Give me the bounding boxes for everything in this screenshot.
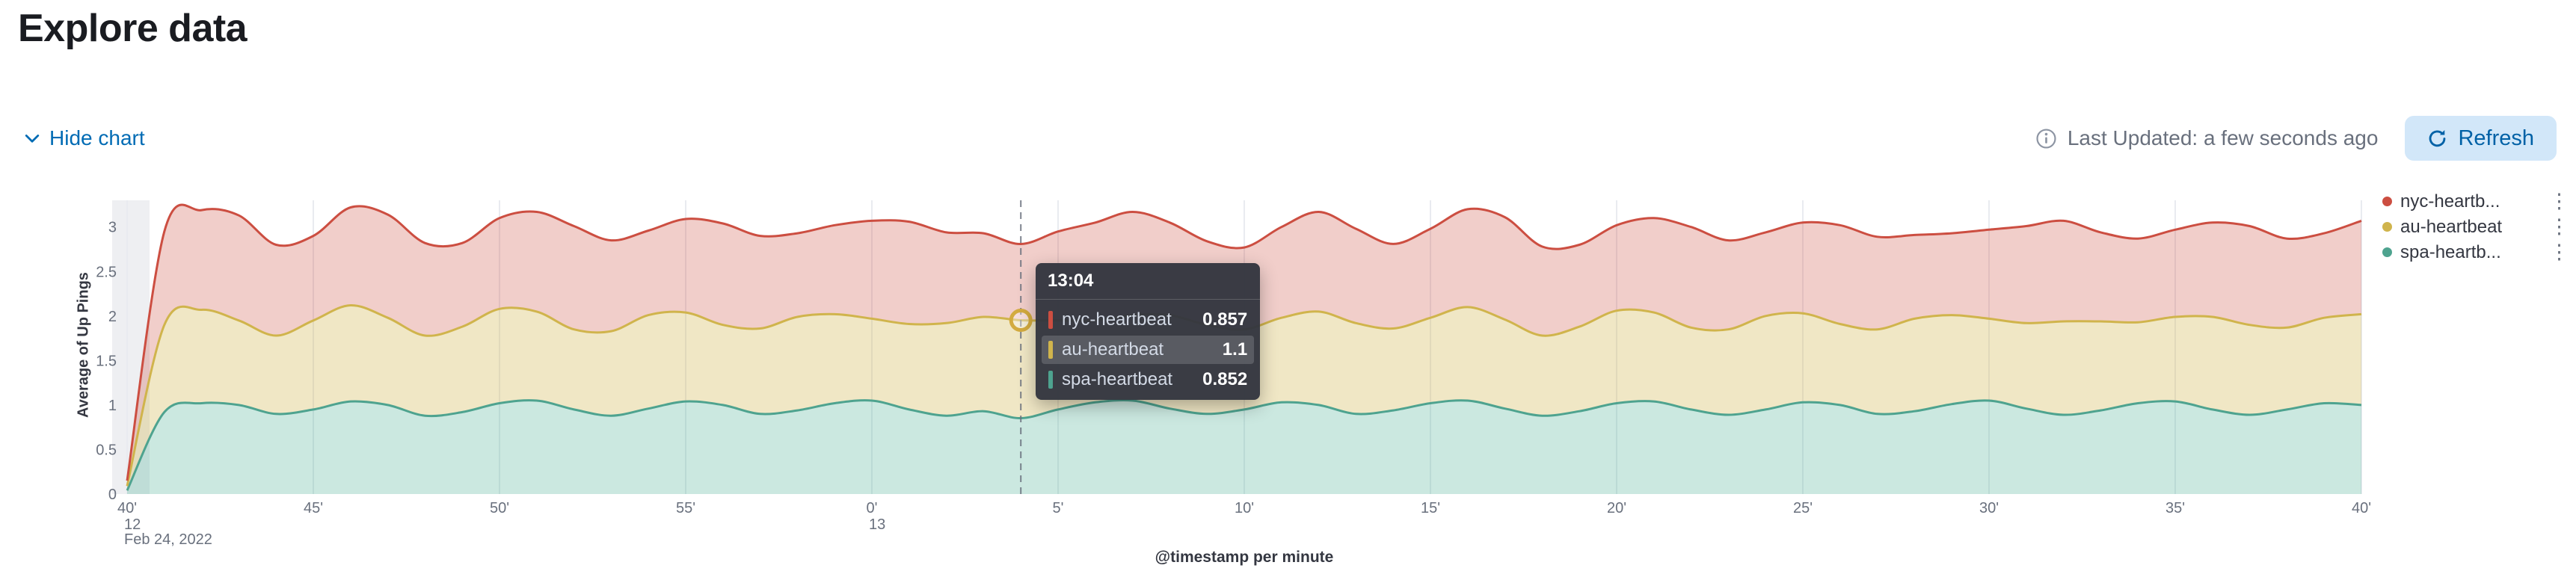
series-color-swatch <box>1048 371 1053 389</box>
svg-text:1: 1 <box>108 398 117 414</box>
svg-text:0.5: 0.5 <box>96 442 117 458</box>
legend-label: nyc-heartb... <box>2400 191 2500 212</box>
svg-text:45': 45' <box>304 500 323 516</box>
tooltip-series-value: 0.852 <box>1202 369 1248 389</box>
last-updated-text: Last Updated: a few seconds ago <box>2067 126 2379 149</box>
legend-label: spa-heartb... <box>2400 241 2501 262</box>
legend-actions-icon[interactable]: ⋮ <box>2546 242 2572 262</box>
svg-text:0: 0 <box>108 487 117 503</box>
svg-text:Feb 24, 2022: Feb 24, 2022 <box>124 531 212 548</box>
tooltip-series-value: 0.857 <box>1202 309 1248 330</box>
chart-legend: nyc-heartb... ⋮ au-heartbeat ⋮ spa-heart… <box>2382 190 2572 264</box>
series-dot-icon <box>2382 222 2392 232</box>
tooltip-body: nyc-heartbeat 0.857 au-heartbeat 1.1 spa… <box>1036 300 1260 400</box>
series-color-swatch <box>1048 341 1053 359</box>
legend-actions-icon[interactable]: ⋮ <box>2546 217 2572 237</box>
svg-text:3: 3 <box>108 220 117 236</box>
hide-chart-label: Hide chart <box>49 126 145 149</box>
y-axis-title: Average of Up Pings <box>75 272 92 418</box>
svg-text:12: 12 <box>124 516 141 533</box>
svg-text:25': 25' <box>1793 500 1813 516</box>
legend-item-spa-heartbeat[interactable]: spa-heartb... ⋮ <box>2382 241 2572 264</box>
svg-text:2: 2 <box>108 309 117 325</box>
tooltip-time: 13:04 <box>1036 263 1261 300</box>
chart-toolbar: Hide chart Last Updated: a few seconds a… <box>22 114 2557 163</box>
refresh-button[interactable]: Refresh <box>2405 116 2557 161</box>
x-axis-title: @timestamp per minute <box>1155 549 1334 566</box>
svg-text:5': 5' <box>1053 500 1064 516</box>
svg-text:35': 35' <box>2165 500 2185 516</box>
svg-text:40': 40' <box>2352 500 2371 516</box>
legend-item-au-heartbeat[interactable]: au-heartbeat ⋮ <box>2382 215 2572 238</box>
tooltip-series-label: nyc-heartbeat <box>1062 309 1172 330</box>
series-dot-icon <box>2382 247 2392 257</box>
tooltip-row-nyc-heartbeat: nyc-heartbeat 0.857 <box>1042 306 1254 334</box>
legend-label: au-heartbeat <box>2400 216 2503 237</box>
tooltip-series-label: spa-heartbeat <box>1062 369 1173 389</box>
svg-text:50': 50' <box>490 500 509 516</box>
svg-text:20': 20' <box>1607 500 1626 516</box>
tooltip-series-label: au-heartbeat <box>1062 339 1164 359</box>
tooltip-series-value: 1.1 <box>1222 339 1248 359</box>
series-color-swatch <box>1048 311 1053 329</box>
svg-text:2.5: 2.5 <box>96 264 117 280</box>
refresh-label: Refresh <box>2458 126 2534 150</box>
svg-text:1.5: 1.5 <box>96 353 117 369</box>
chart-tooltip: 13:04 nyc-heartbeat 0.857 au-heartbeat 1… <box>1036 263 1261 400</box>
svg-text:13: 13 <box>869 516 885 533</box>
hide-chart-toggle[interactable]: Hide chart <box>22 126 145 150</box>
info-icon <box>2035 128 2057 149</box>
chevron-down-icon <box>22 129 42 148</box>
svg-text:55': 55' <box>676 500 695 516</box>
page-title: Explore data <box>18 7 248 50</box>
svg-text:30': 30' <box>1979 500 1999 516</box>
svg-text:10': 10' <box>1235 500 1254 516</box>
svg-text:0': 0' <box>867 500 878 516</box>
series-dot-icon <box>2382 197 2392 206</box>
legend-item-nyc-heartbeat[interactable]: nyc-heartb... ⋮ <box>2382 190 2572 213</box>
svg-text:40': 40' <box>117 500 137 516</box>
svg-text:15': 15' <box>1421 500 1440 516</box>
tooltip-row-spa-heartbeat: spa-heartbeat 0.852 <box>1042 365 1254 394</box>
toolbar-right: Last Updated: a few seconds ago Refresh <box>2035 116 2557 161</box>
refresh-icon <box>2427 129 2447 149</box>
legend-actions-icon[interactable]: ⋮ <box>2546 191 2572 212</box>
tooltip-row-au-heartbeat: au-heartbeat 1.1 <box>1042 336 1255 364</box>
